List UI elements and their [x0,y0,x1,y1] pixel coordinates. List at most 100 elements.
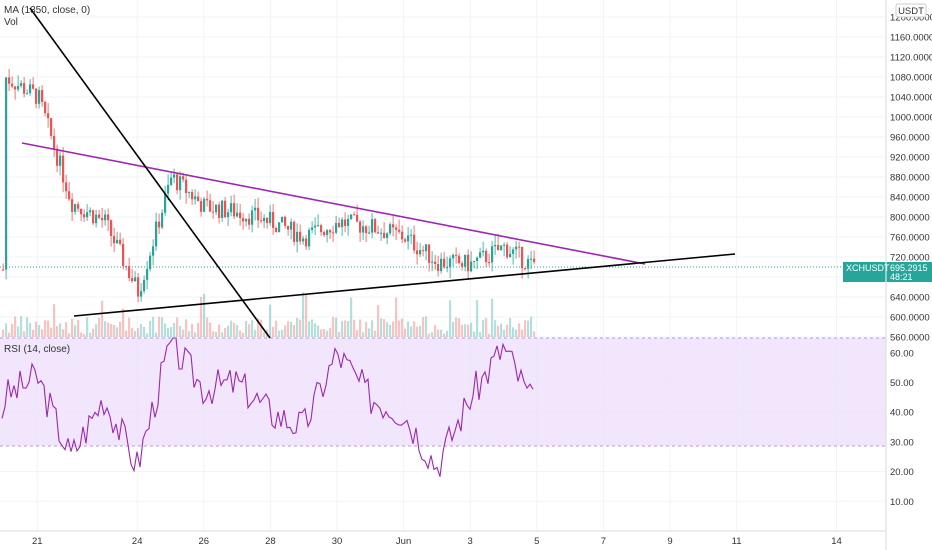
volume-bar [122,308,125,337]
candle-body [218,204,221,218]
volume-bar [227,325,230,337]
time-tick-label: 11 [732,536,742,547]
candle-body [116,239,119,244]
volume-bar [17,326,20,337]
rsi-tick-label: 30.00 [890,437,914,448]
volume-bar [428,333,431,337]
candle-body [122,243,125,267]
volume-bar [176,317,179,337]
volume-bar [116,327,119,337]
candle-body [107,214,110,221]
candle-body [407,235,410,242]
candle-body [395,227,398,230]
volume-bar [425,316,428,337]
volume-bar [206,317,209,337]
candle-body [128,266,131,279]
volume-bar [35,321,38,337]
trendline-black-support[interactable] [73,253,736,317]
candle-body [221,200,224,218]
volume-bar [260,319,263,337]
candle-body [287,225,290,230]
volume-bar [83,333,86,337]
volume-bar [254,329,257,337]
rsi-line [1,337,534,477]
candle-body [503,244,506,246]
candle-body [374,219,377,233]
volume-bar [341,321,344,337]
volume-bar [134,331,137,337]
volume-bar [287,321,290,337]
candle-body [167,184,170,194]
volume-bar [65,322,68,337]
volume-bar [197,322,200,337]
volume-bar [110,324,113,337]
volume-bar [188,331,191,337]
price-tick-label: 1000.0000 [890,113,932,124]
volume-bar [323,329,326,337]
volume-bar [158,316,161,337]
volume-bar [161,317,164,337]
volume-bar [269,304,272,337]
candle-body [227,212,230,218]
volume-bar [278,330,281,337]
volume-bar [23,331,26,337]
volume-bar [173,323,176,337]
volume-bar [20,316,23,337]
volume-bar [215,331,218,337]
candle-body [158,221,161,228]
volume-bar [476,300,479,337]
trendline-black-descending[interactable] [29,7,271,339]
candle-body [476,257,479,262]
currency-badge[interactable] [895,3,927,18]
volume-bar [419,325,422,337]
volume-bar [524,320,527,337]
volume-bar [503,329,506,337]
candle-body [422,250,425,252]
volume-bar [431,332,434,337]
last-price-value: 695.2915 [890,263,928,273]
volume-bar [290,322,293,337]
price-tick-label: 1040.0000 [890,93,932,104]
candle-body [419,250,422,255]
candle-body [452,254,455,259]
volume-bar [125,330,128,337]
candle-body [524,268,527,270]
volume-bar [56,326,59,337]
volume-bar [449,300,452,337]
rsi-indicator-label[interactable]: RSI (14, close) [4,344,70,355]
candle-body [74,204,77,212]
volume-bar [518,323,521,337]
candle-body [41,90,44,102]
volume-indicator-label[interactable]: Vol [4,17,18,28]
candle-body [2,269,5,271]
time-tick-label: 9 [667,536,672,547]
candle-body [239,212,242,219]
candle-body [86,212,89,218]
time-tick-label: 21 [32,536,43,547]
volume-bar [26,317,29,337]
volume-bar [212,331,215,337]
volume-bar [239,330,242,337]
volume-bar [482,319,485,337]
volume-bar [98,317,101,337]
candle-body [317,225,320,227]
volume-bar [140,324,143,337]
volume-bar [326,330,329,337]
rsi-tick-label: 40.00 [890,408,914,419]
candle-body [482,250,485,253]
price-tick-label: 640.0000 [890,293,930,304]
volume-bar [5,323,8,337]
volume-bar [74,325,77,337]
price-tick-label: 1120.0000 [890,53,932,64]
trendline-purple[interactable] [21,142,646,265]
volume-bar [461,324,464,337]
volume-bar [263,332,266,337]
volume-bar [395,297,398,337]
candle-body [98,214,101,218]
volume-bar [443,333,446,337]
volume-bar [437,329,440,337]
volume-bar [398,320,401,337]
ma-indicator-label[interactable]: MA (1350, close, 0) [4,5,90,16]
candle-body [197,196,200,202]
